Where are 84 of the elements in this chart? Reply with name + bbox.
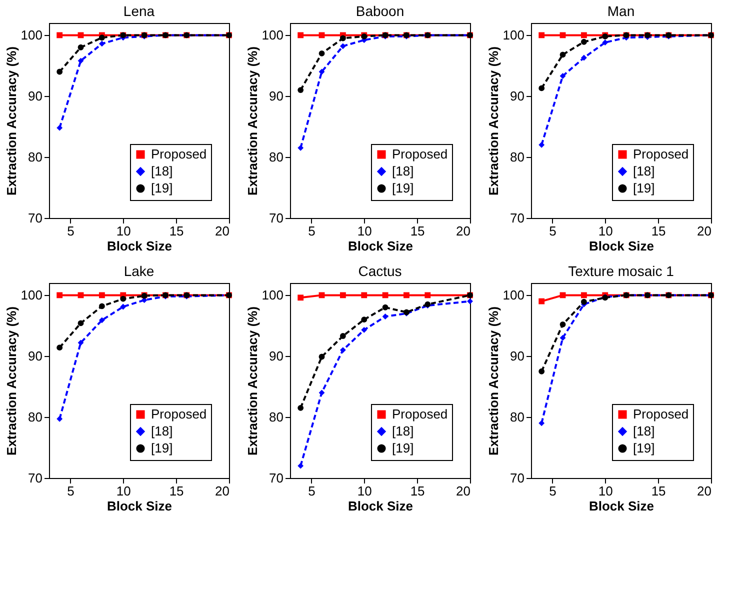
x-axis-title: Block Size: [348, 498, 414, 514]
y-tick-label: 70: [28, 210, 42, 226]
x-tick-label: 20: [215, 484, 230, 498]
x-tick-label: 20: [456, 224, 470, 238]
y-axis-title: Extraction Accuracy (%): [486, 46, 501, 196]
legend-label: [18]: [392, 424, 414, 438]
y-tick-label: 90: [510, 348, 524, 364]
legend-label: Proposed: [151, 406, 207, 422]
y-tick-label: 70: [269, 470, 284, 486]
x-tick-label: 20: [697, 484, 712, 498]
chart-title: Lake: [124, 263, 154, 279]
y-tick-label: 70: [510, 210, 524, 226]
y-tick-label: 90: [269, 348, 284, 364]
chart-title: Cactus: [358, 263, 402, 279]
x-tick-label: 15: [169, 484, 184, 498]
x-tick-label: 10: [357, 224, 372, 238]
y-tick-label: 90: [28, 348, 42, 364]
y-tick-label: 80: [28, 410, 42, 425]
legend-label: [19]: [633, 180, 655, 196]
y-axis-title: Extraction Accuracy (%): [4, 306, 19, 456]
legend-label: Proposed: [151, 146, 207, 162]
x-tick-label: 5: [308, 224, 316, 238]
x-tick-label: 15: [410, 484, 425, 498]
x-tick-label: 5: [67, 484, 74, 498]
x-tick-label: 15: [651, 224, 666, 238]
y-tick-label: 90: [269, 88, 284, 104]
legend-label: [18]: [633, 164, 655, 178]
y-tick-label: 80: [269, 410, 284, 425]
y-tick-label: 80: [510, 410, 524, 425]
x-axis-title: Block Size: [588, 238, 654, 254]
x-tick-label: 20: [456, 484, 470, 498]
y-tick-label: 70: [269, 210, 284, 226]
legend-label: [19]: [633, 440, 655, 456]
chart-title: Baboon: [356, 3, 404, 19]
y-axis-title: Extraction Accuracy (%): [4, 46, 19, 196]
chart-title: Lena: [123, 3, 155, 19]
x-tick-label: 5: [67, 224, 74, 238]
legend-label: [19]: [392, 440, 414, 456]
x-axis-title: Block Size: [106, 238, 172, 254]
y-tick-label: 80: [28, 150, 42, 165]
x-tick-label: 10: [598, 484, 613, 498]
chart-title: Texture mosaic 1: [568, 263, 674, 279]
y-tick-label: 100: [262, 288, 284, 303]
legend-label: [19]: [151, 440, 173, 456]
y-tick-label: 100: [20, 28, 42, 43]
legend-label: [18]: [633, 424, 655, 438]
x-tick-label: 5: [308, 484, 316, 498]
x-tick-label: 15: [410, 224, 425, 238]
y-tick-label: 80: [269, 150, 284, 165]
y-tick-label: 100: [20, 288, 42, 303]
x-tick-label: 5: [549, 224, 556, 238]
x-tick-label: 15: [651, 484, 666, 498]
x-tick-label: 10: [598, 224, 613, 238]
y-tick-label: 100: [502, 28, 524, 43]
legend-label: Proposed: [392, 146, 448, 162]
legend-label: [19]: [151, 180, 173, 196]
x-tick-label: 10: [116, 224, 131, 238]
y-axis-title: Extraction Accuracy (%): [244, 306, 260, 456]
chart-title: Man: [607, 3, 635, 19]
x-axis-title: Block Size: [106, 498, 172, 514]
x-axis-title: Block Size: [348, 238, 414, 254]
y-axis-title: Extraction Accuracy (%): [486, 306, 501, 456]
x-tick-label: 15: [169, 224, 184, 238]
y-tick-label: 70: [28, 470, 42, 486]
legend-label: Proposed: [392, 406, 448, 422]
y-tick-label: 70: [510, 470, 524, 486]
y-tick-label: 100: [262, 28, 284, 43]
y-tick-label: 80: [510, 150, 524, 165]
x-axis-title: Block Size: [588, 498, 654, 514]
x-tick-label: 20: [215, 224, 230, 238]
legend-label: Proposed: [633, 406, 689, 422]
x-tick-label: 10: [116, 484, 131, 498]
x-tick-label: 20: [697, 224, 712, 238]
legend-label: Proposed: [633, 146, 689, 162]
y-tick-label: 90: [28, 88, 42, 104]
legend-label: [18]: [392, 164, 414, 178]
legend-label: [18]: [151, 424, 173, 438]
y-tick-label: 100: [502, 288, 524, 303]
x-tick-label: 5: [549, 484, 556, 498]
y-tick-label: 90: [510, 88, 524, 104]
legend-label: [18]: [151, 164, 173, 178]
x-tick-label: 10: [357, 484, 372, 498]
y-axis-title: Extraction Accuracy (%): [244, 46, 260, 196]
legend-label: [19]: [392, 180, 414, 196]
